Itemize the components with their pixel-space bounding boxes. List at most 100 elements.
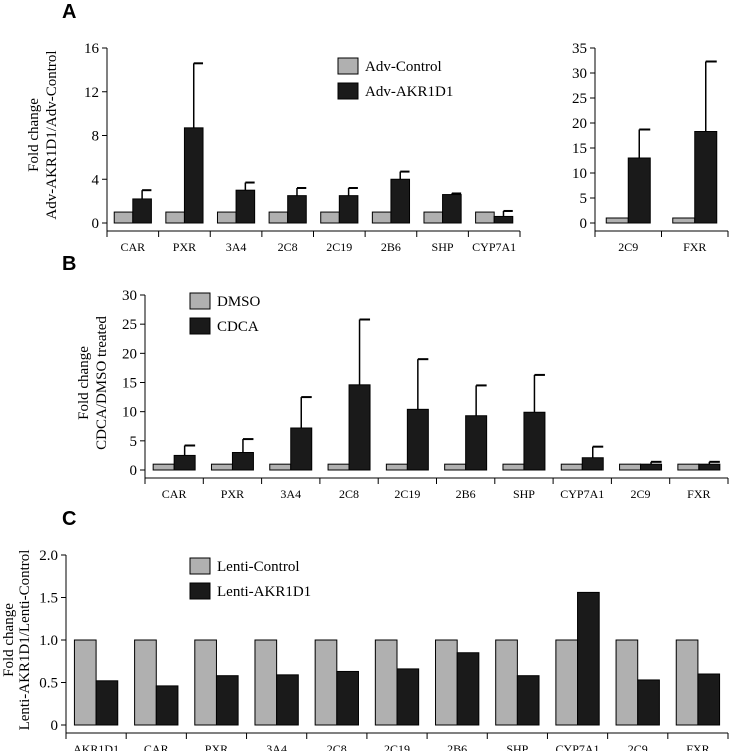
bar-adv-control <box>475 211 495 224</box>
x-tick-label: 2C9 <box>618 240 638 254</box>
bar-cdca <box>640 463 663 471</box>
bar-lenti-akr1d1 <box>396 668 420 726</box>
y-tick-label: 0.5 <box>39 676 58 692</box>
y-tick-label: 4 <box>92 172 100 188</box>
y-tick-label: 0 <box>580 216 588 232</box>
y-axis-label-line: CDCA/DMSO treated <box>94 316 110 450</box>
x-tick-label: PXR <box>173 240 196 254</box>
x-tick-label: 3A4 <box>280 487 301 501</box>
y-tick-label: 0 <box>92 216 100 232</box>
panel-label-A: A <box>62 1 76 23</box>
x-tick-label: 2C19 <box>326 240 352 254</box>
bar-adv-control <box>216 211 237 224</box>
x-tick-label: CYP7A1 <box>472 240 516 254</box>
y-tick-label: 20 <box>572 116 587 132</box>
y-tick-label: 25 <box>572 91 587 107</box>
y-tick-label: 20 <box>122 346 137 362</box>
legend-label: Lenti-AKR1D1 <box>217 584 311 600</box>
legend-swatch <box>189 292 211 310</box>
bar-dmso <box>502 463 525 471</box>
x-tick-label: CYP7A1 <box>560 487 604 501</box>
bar-lenti-control <box>254 639 278 726</box>
bar-lenti-akr1d1 <box>155 685 179 726</box>
bar-lenti-control <box>134 639 157 726</box>
bar-cdca <box>523 411 546 471</box>
bar-dmso <box>385 463 408 471</box>
bar-dmso <box>269 463 292 471</box>
bar-lenti-control <box>194 639 217 726</box>
bar-cdca <box>465 415 488 471</box>
bar-adv-akr1d1 <box>493 215 514 224</box>
bar-adv-control <box>113 211 134 224</box>
y-tick-label: 1.5 <box>39 591 58 607</box>
y-tick-label: 2.0 <box>39 548 58 564</box>
x-tick-label: AKR1D1 <box>73 742 119 751</box>
legend-label: DMSO <box>217 294 261 310</box>
bar-cdca <box>231 452 254 471</box>
y-tick-label: 25 <box>122 317 137 333</box>
bar-adv-control <box>672 217 696 224</box>
y-axis-label-line: Adv-AKR1D1/Adv-Control <box>44 50 60 219</box>
bar-lenti-control <box>374 639 398 726</box>
y-tick-label: 5 <box>580 191 588 207</box>
x-tick-label: 3A4 <box>266 742 287 751</box>
x-tick-label: PXR <box>205 742 228 751</box>
x-tick-label: 2B6 <box>456 487 476 501</box>
x-tick-label: CAR <box>120 240 145 254</box>
y-tick-label: 15 <box>572 141 587 157</box>
legend-swatch <box>337 57 359 75</box>
x-tick-label: 3A4 <box>226 240 247 254</box>
x-tick-label: 2C9 <box>628 742 648 751</box>
bar-lenti-control <box>675 639 699 726</box>
y-tick-label: 30 <box>572 66 587 82</box>
legend-swatch <box>189 317 211 335</box>
legend-label: Adv-Control <box>365 59 442 75</box>
x-tick-label: 2C8 <box>327 742 347 751</box>
bar-cdca <box>698 463 721 471</box>
y-tick-label: 16 <box>84 41 100 57</box>
y-tick-label: 0 <box>130 463 138 479</box>
y-axis-label-line: Fold change <box>26 98 42 172</box>
bar-adv-control <box>268 211 289 224</box>
y-tick-label: 10 <box>572 166 587 182</box>
y-tick-label: 35 <box>572 41 587 57</box>
bar-adv-akr1d1 <box>390 178 411 224</box>
x-tick-label: 2B6 <box>447 742 467 751</box>
bar-cdca <box>173 454 196 471</box>
x-tick-label: 2C9 <box>631 487 651 501</box>
bar-dmso <box>560 463 583 471</box>
x-tick-label: 2C8 <box>278 240 298 254</box>
bar-lenti-akr1d1 <box>456 652 480 726</box>
bar-adv-akr1d1 <box>183 127 204 224</box>
legend-label: Lenti-Control <box>217 559 300 575</box>
bar-dmso <box>444 463 467 471</box>
bar-lenti-akr1d1 <box>577 591 600 726</box>
bar-lenti-control <box>495 639 518 726</box>
y-axis-label: Fold changeLenti-AKR1D1/Lenti-Control <box>1 550 33 731</box>
y-tick-label: 15 <box>122 376 137 392</box>
bar-adv-akr1d1 <box>442 194 462 224</box>
bar-dmso <box>152 463 175 471</box>
y-tick-label: 5 <box>130 434 138 450</box>
bar-lenti-akr1d1 <box>336 670 359 726</box>
bar-lenti-control <box>435 639 458 726</box>
y-axis-label-line: Fold change <box>76 346 92 420</box>
legend-swatch <box>189 582 211 600</box>
bar-lenti-akr1d1 <box>697 673 721 726</box>
legend-label: CDCA <box>217 319 259 335</box>
x-tick-label: 2C19 <box>384 742 410 751</box>
y-tick-label: 30 <box>122 288 137 304</box>
bar-lenti-control <box>615 639 639 726</box>
y-axis-label: Fold change Adv-AKR1D1/Adv-Control <box>26 50 60 219</box>
y-tick-label: 10 <box>122 405 137 421</box>
bar-lenti-control <box>555 639 579 726</box>
bar-lenti-akr1d1 <box>637 679 660 726</box>
bar-dmso <box>619 463 642 471</box>
bar-cdca <box>581 457 604 471</box>
legend-swatch <box>189 557 211 575</box>
bar-adv-akr1d1 <box>235 189 256 224</box>
bar-adv-control <box>423 211 444 224</box>
bar-lenti-control <box>73 639 97 726</box>
bar-adv-control <box>165 211 185 224</box>
